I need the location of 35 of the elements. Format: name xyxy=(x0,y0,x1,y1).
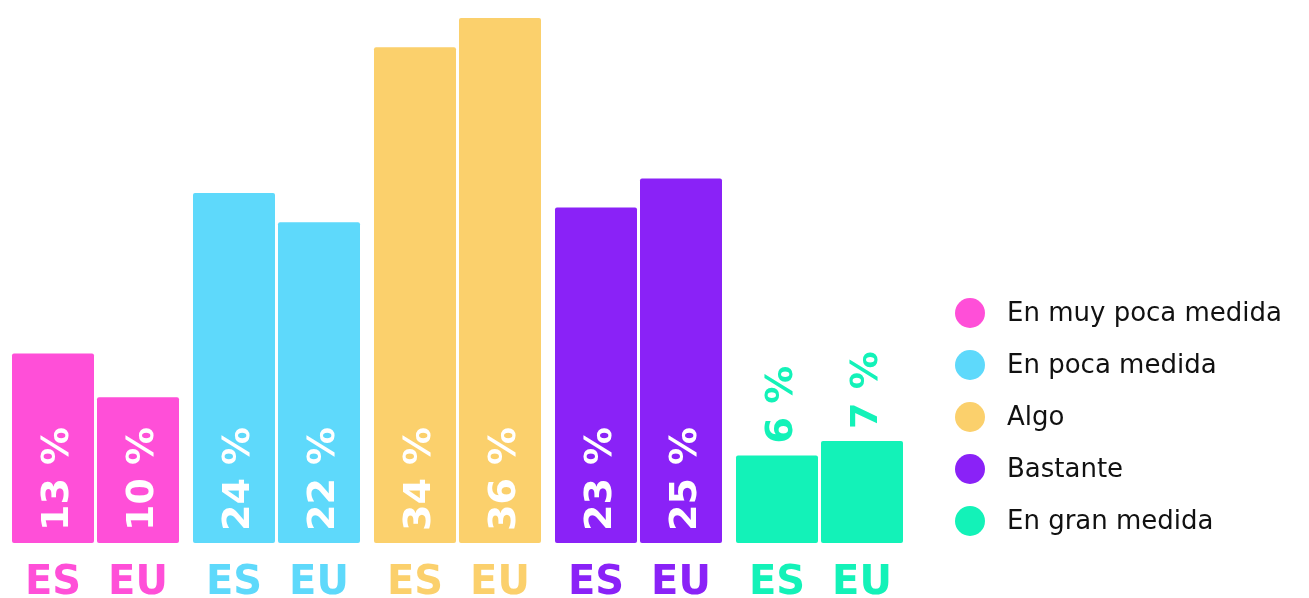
data-label: 7 % xyxy=(841,351,886,429)
x-tick-label: ES xyxy=(24,557,82,598)
bar xyxy=(193,193,275,543)
data-label: 25 % xyxy=(660,426,705,531)
bar xyxy=(97,397,179,543)
legend-label: Bastante xyxy=(1007,452,1124,483)
bar xyxy=(278,222,360,543)
x-tick-label: EU xyxy=(470,557,530,598)
x-tick-label: ES xyxy=(205,557,263,598)
bar xyxy=(736,455,818,543)
x-tick-label: ES xyxy=(567,557,625,598)
x-tick-label: EU xyxy=(289,557,349,598)
data-label: 10 % xyxy=(117,426,162,531)
x-tick-label: EU xyxy=(108,557,168,598)
bar xyxy=(459,18,541,543)
data-label: 13 % xyxy=(32,426,77,531)
data-label: 36 % xyxy=(479,426,524,531)
data-label: 34 % xyxy=(394,426,439,531)
data-label: 23 % xyxy=(575,426,620,531)
bar xyxy=(640,178,722,543)
x-tick-label: ES xyxy=(748,557,806,598)
legend-label: En gran medida xyxy=(1007,504,1214,535)
x-tick-label: EU xyxy=(832,557,892,598)
bar xyxy=(555,207,637,543)
x-tick-label: ES xyxy=(386,557,444,598)
legend-label: En poca medida xyxy=(1007,348,1217,379)
bar xyxy=(374,47,456,543)
data-label: 22 % xyxy=(298,426,343,531)
data-label: 6 % xyxy=(756,365,801,444)
bar xyxy=(12,353,94,543)
x-tick-label: EU xyxy=(651,557,711,598)
bar xyxy=(821,440,903,543)
legend-label: En muy poca medida xyxy=(1007,296,1283,327)
legend-label: Algo xyxy=(1007,400,1065,431)
data-label: 24 % xyxy=(213,426,258,531)
